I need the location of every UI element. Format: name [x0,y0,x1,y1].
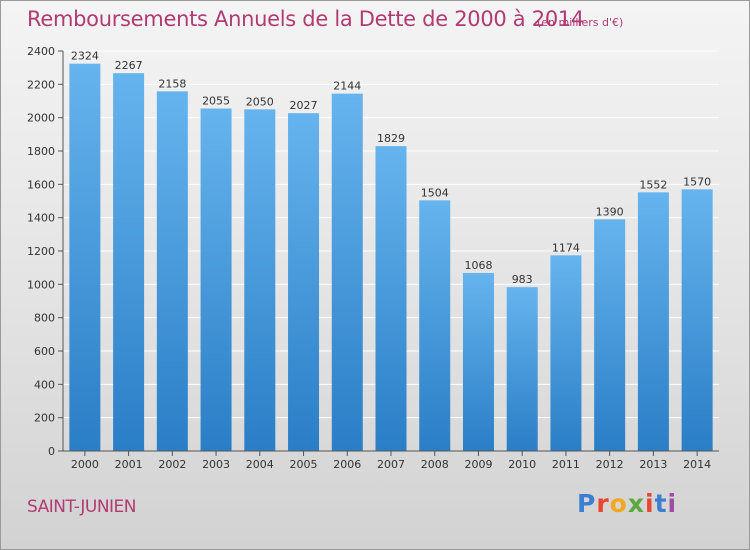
value-label-2008: 1504 [421,186,449,199]
bar-2004 [244,109,276,451]
x-tick-label-2002: 2002 [158,458,186,471]
bar-2001 [113,73,145,452]
value-label-2014: 1570 [683,175,711,188]
chart-title: Remboursements Annuels de la Dette de 20… [27,7,584,31]
proxiti-logo[interactable]: Proxiti [577,489,677,518]
value-label-2003: 2055 [202,95,230,108]
value-label-2002: 2158 [158,77,186,90]
y-tick-label: 1800 [27,145,55,158]
x-tick-label-2007: 2007 [377,458,405,471]
bar-2005 [288,113,320,452]
value-label-2004: 2050 [246,95,274,108]
logo-letter: P [577,489,597,518]
bars [69,63,713,452]
x-tick-label-2011: 2011 [552,458,580,471]
y-tick-label: 1200 [27,245,55,258]
logo-letter: t [654,489,668,518]
y-tick-label: 800 [34,312,55,325]
y-tick-label: 400 [34,378,55,391]
logo-letter: i [645,489,655,518]
bar-2010 [506,287,538,451]
y-tick-label: 2200 [27,78,55,91]
logo-letter: i [667,489,678,518]
chart-subtitle: (en milliers d'€) [537,16,624,29]
y-tick-label: 600 [34,345,55,358]
x-tick-label-2010: 2010 [508,458,536,471]
y-tick-label: 1000 [27,278,55,291]
value-label-2006: 2144 [333,80,361,93]
x-tick-label-2000: 2000 [71,458,99,471]
x-tick-label-2005: 2005 [290,458,318,471]
value-label-2012: 1390 [596,205,624,218]
bar-2006 [331,93,363,452]
bar-2013 [637,192,669,452]
commune-name: SAINT-JUNIEN [27,497,137,517]
y-tick-label: 1400 [27,212,55,225]
y-tick-labels: 0 200 400 600 800 1000 1200 1400 1600 1800 2000 220… [27,45,55,458]
y-tick-label: 1600 [27,178,55,191]
bar-2008 [419,200,451,451]
bar-2003 [200,108,232,451]
logo-letter: r [596,489,610,518]
value-label-2009: 1068 [464,259,492,272]
x-tick-label-2001: 2001 [115,458,143,471]
value-label-2007: 1829 [377,132,405,145]
x-tick-label-2006: 2006 [333,458,361,471]
bar-2002 [156,91,188,451]
x-tick-label-2012: 2012 [596,458,624,471]
bar-2012 [594,219,626,451]
value-label-2010: 983 [512,273,533,286]
bar-2014 [681,189,713,452]
logo-letter: x [627,489,645,518]
x-tick-label-2013: 2013 [639,458,667,471]
x-tick-label-2003: 2003 [202,458,230,471]
x-tick-label-2014: 2014 [683,458,711,471]
value-labels: 2324 2267 2158 2055 2050 2027 2144 1829 1504 1068… [71,50,711,286]
x-tick-labels: 2000 2001 2002 2003 2004 2005 2006 2007 2008 2009… [71,458,711,471]
y-tick-label: 2400 [27,45,55,58]
value-label-2001: 2267 [115,59,143,72]
bar-2007 [375,146,407,451]
bar-2009 [462,273,494,451]
value-label-2005: 2027 [290,99,318,112]
logo-letter: o [609,489,628,518]
x-tick-label-2009: 2009 [464,458,492,471]
bar-2000 [69,63,101,452]
x-tick-label-2008: 2008 [421,458,449,471]
value-label-2000: 2324 [71,50,99,63]
y-tick-label: 2000 [27,112,55,125]
x-tick-label-2004: 2004 [246,458,274,471]
y-tick-label: 200 [34,412,55,425]
value-label-2013: 1552 [639,178,667,191]
axes [58,50,719,456]
value-label-2011: 1174 [552,241,580,254]
bar-2011 [550,255,582,451]
y-tick-label: 0 [48,445,55,458]
